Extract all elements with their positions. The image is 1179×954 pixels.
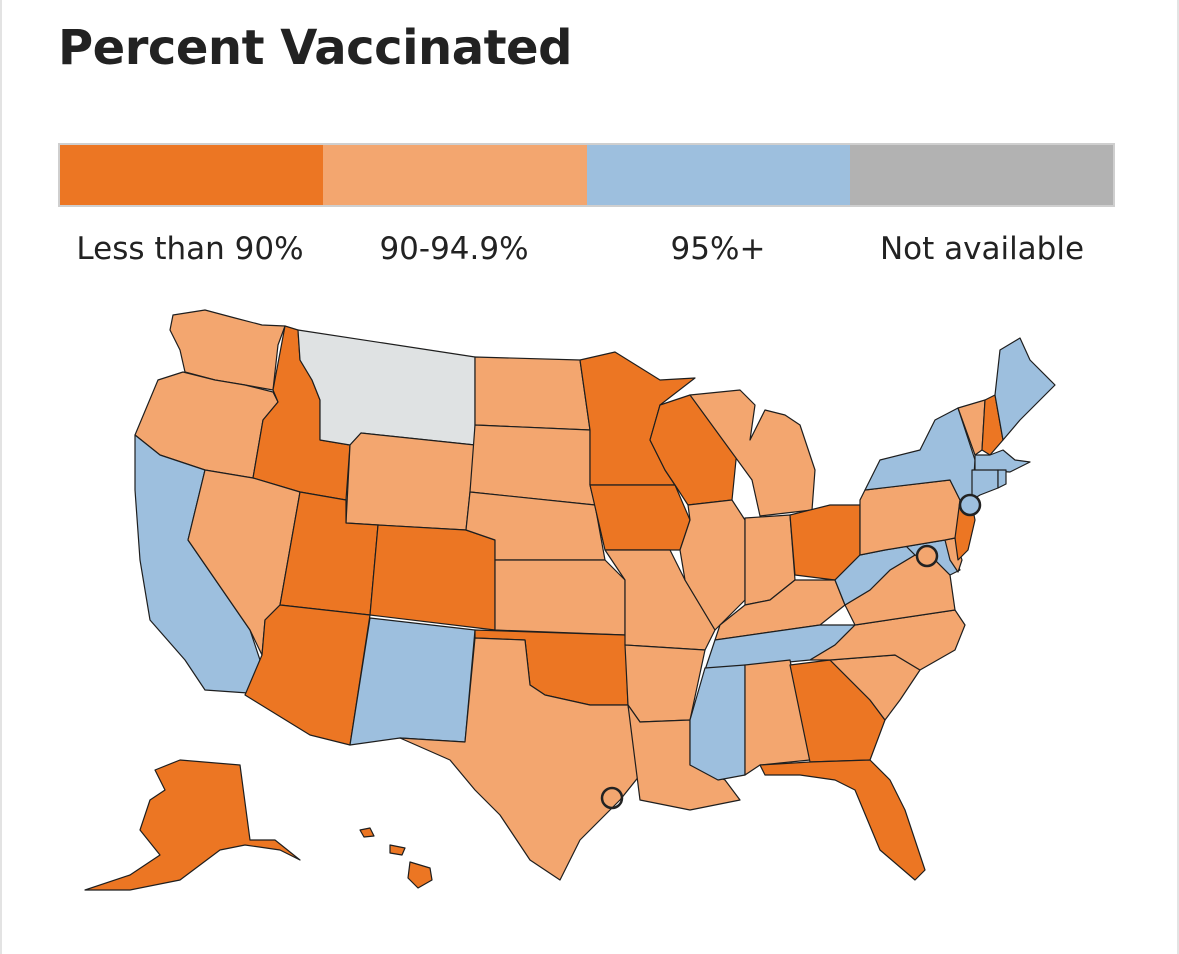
city-marker-washington-dc[interactable] [915, 544, 939, 568]
state-alaska[interactable] [84, 759, 301, 891]
legend-swatch-less-than-90[interactable] [60, 145, 324, 205]
state-hawaii[interactable] [407, 861, 433, 889]
state-illinois[interactable] [679, 499, 746, 631]
state-hawaii-oahu[interactable] [359, 827, 375, 838]
state-rhode-island[interactable] [997, 469, 1007, 489]
legend-swatch-not-available[interactable] [849, 145, 1113, 205]
state-wyoming[interactable] [345, 432, 476, 531]
legend-color-bar [58, 143, 1115, 207]
state-alabama[interactable] [744, 659, 811, 776]
state-michigan[interactable] [689, 389, 816, 517]
legend-swatch-95-plus[interactable] [586, 145, 850, 205]
legend-label-95-plus: 95%+ [670, 231, 766, 267]
state-missouri[interactable] [604, 549, 716, 651]
state-north-carolina[interactable] [809, 609, 966, 671]
state-colorado[interactable] [369, 524, 496, 631]
city-marker-new-york-city[interactable] [958, 493, 982, 517]
legend-swatch-90-94-9[interactable] [323, 145, 587, 205]
state-kansas[interactable] [494, 559, 626, 636]
state-massachusetts[interactable] [974, 449, 1031, 473]
state-montana[interactable] [297, 329, 476, 446]
state-new-hampshire[interactable] [981, 394, 1004, 456]
legend-label-less-than-90: Less than 90% [76, 231, 304, 267]
state-south-dakota[interactable] [469, 424, 596, 506]
state-north-dakota[interactable] [474, 356, 591, 431]
state-new-mexico[interactable] [349, 617, 476, 746]
city-marker-houston[interactable] [600, 786, 624, 810]
states-layer [84, 309, 1056, 891]
state-florida[interactable] [759, 759, 926, 881]
state-texas[interactable] [399, 637, 641, 881]
legend-label-90-94-9: 90-94.9% [379, 231, 529, 267]
state-hawaii-maui[interactable] [389, 844, 406, 856]
frame-right-border [1177, 0, 1179, 954]
state-iowa[interactable] [589, 484, 691, 551]
page-title: Percent Vaccinated [58, 20, 572, 76]
frame-left-border [0, 0, 2, 954]
cities-layer [600, 493, 982, 810]
state-louisiana[interactable] [627, 704, 741, 811]
state-maine[interactable] [994, 337, 1056, 441]
state-new-york[interactable] [864, 407, 976, 506]
legend-label-not-available: Not available [879, 231, 1085, 267]
